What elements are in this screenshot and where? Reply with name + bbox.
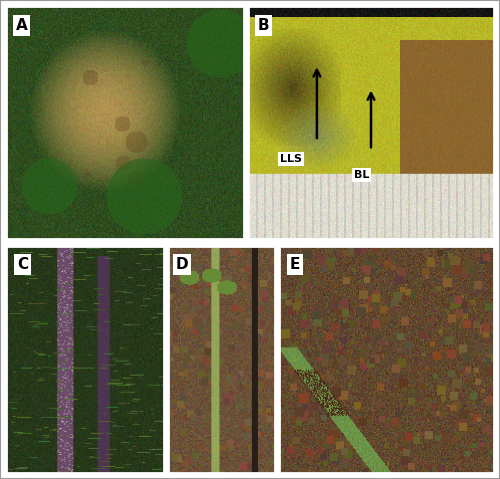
Text: E: E bbox=[290, 257, 300, 272]
Text: D: D bbox=[176, 257, 188, 272]
Text: B: B bbox=[258, 18, 270, 33]
Text: C: C bbox=[17, 257, 28, 272]
Text: BL: BL bbox=[354, 170, 369, 180]
Text: LLS: LLS bbox=[280, 154, 302, 164]
Text: A: A bbox=[16, 18, 28, 33]
